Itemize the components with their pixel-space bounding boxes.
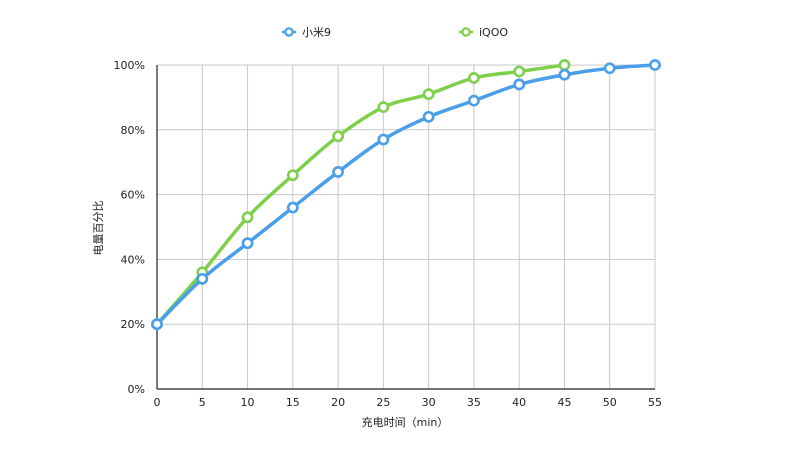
x-tick-label: 15 [286,396,300,409]
legend-marker [461,27,471,37]
data-point [603,62,616,75]
x-tick-label: 10 [241,396,255,409]
series-line [155,63,567,326]
series-lines [151,59,661,331]
data-point [422,110,435,123]
data-point [241,211,254,224]
data-point [332,166,344,178]
data-point [151,318,163,331]
grid [157,64,656,389]
data-point [377,133,390,146]
data-point [286,201,299,214]
x-tick-label: 40 [512,396,526,409]
data-point [286,169,299,182]
axes: 0 5 10 15 20 25 30 35 40 45 50 55 0% 20% 40% 60% 80% 100% [114,59,662,409]
data-point [558,59,571,71]
data-point [377,101,390,114]
y-axis-title: 电量百分比 [92,201,105,256]
y-tick-label: 80% [121,124,145,137]
x-tick-label: 5 [199,396,206,409]
data-point [241,237,254,250]
data-point [468,72,480,84]
x-tick-label: 30 [422,396,436,409]
data-point [468,94,480,107]
x-tick-label: 50 [603,396,617,409]
series-0 [151,59,661,331]
legend-item: 小米9 [282,26,331,39]
legend-label: 小米9 [302,26,331,39]
y-tick-label: 20% [121,318,145,331]
data-point [422,88,435,101]
x-tick-label: 25 [376,396,390,409]
data-point [513,65,526,78]
data-point [332,130,344,143]
y-tick-label: 100% [114,59,145,72]
x-tick-label: 0 [154,396,161,409]
x-tick-label: 20 [331,396,345,409]
data-point [558,68,571,81]
x-tick-label: 35 [467,396,481,409]
legend-marker [284,27,294,37]
x-tick-label: 55 [648,396,662,409]
x-axis-title: 充电时间（min） [362,415,449,429]
series-1 [151,59,571,331]
y-tick-label: 0% [128,383,145,396]
y-tick-label: 40% [121,253,145,266]
legend: 小米9 iQOO [282,26,508,39]
legend-label: iQOO [479,26,508,39]
data-point [196,272,209,285]
legend-item: iQOO [459,26,508,39]
data-point [649,59,661,71]
y-tick-label: 60% [121,189,145,202]
data-point [513,78,526,91]
x-tick-label: 45 [557,396,571,409]
